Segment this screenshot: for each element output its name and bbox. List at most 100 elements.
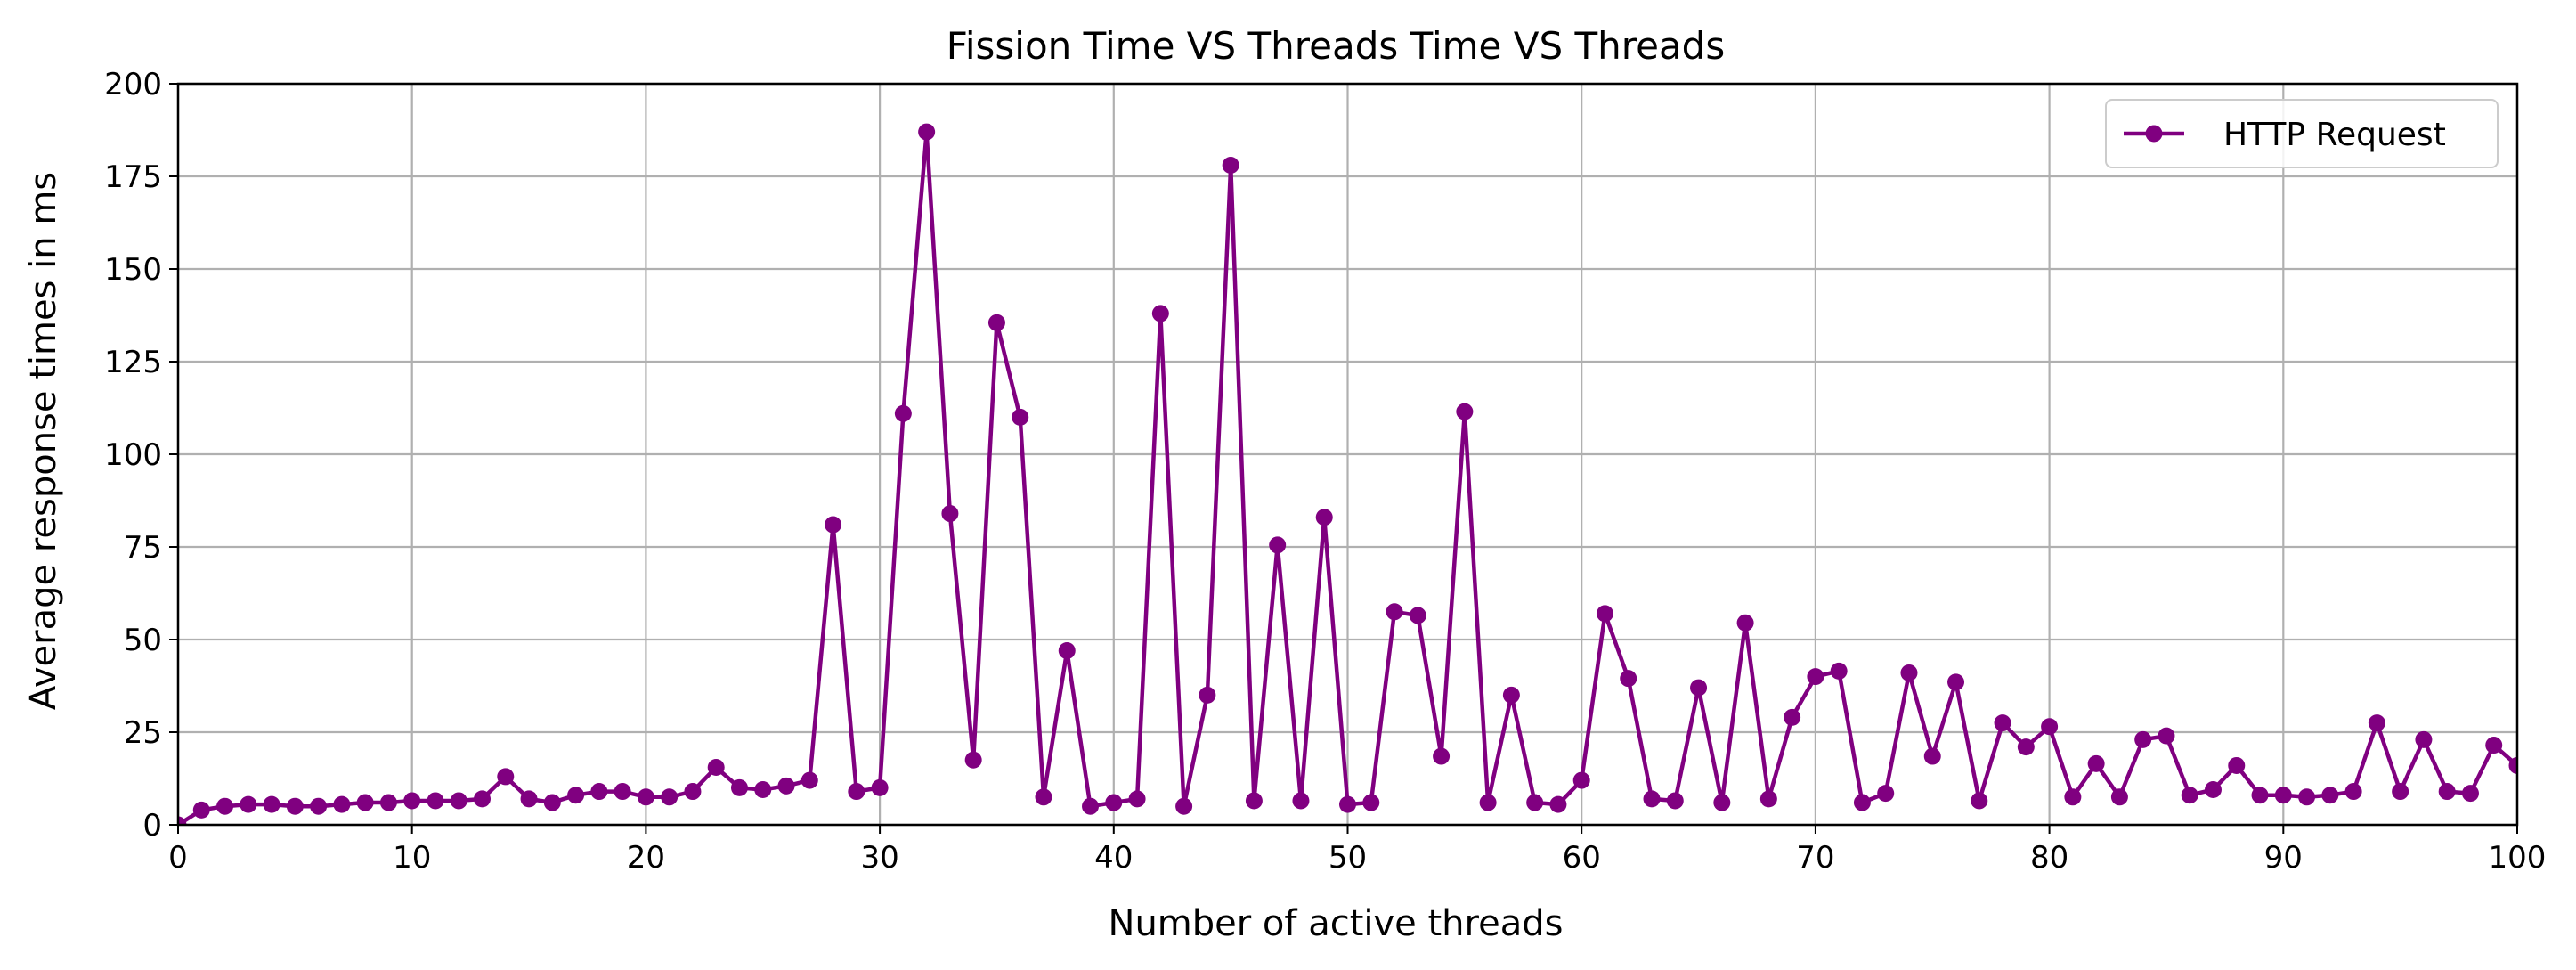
data-point [590,783,608,801]
data-point [1549,795,1567,813]
data-point [707,759,725,777]
data-point [637,788,654,806]
data-point [2064,788,2082,806]
data-point [216,797,234,815]
data-point [1526,794,1544,811]
data-point [2274,787,2292,804]
data-point [1596,605,1613,623]
data-point [2087,754,2105,772]
data-point [2321,787,2339,804]
series-http-request [178,123,2517,825]
data-point [1572,771,1590,789]
data-point [543,794,561,811]
data-point [1736,614,1754,632]
y-axis: 0 25 50 75 100 125 150 175 200 [104,67,178,844]
data-point [1947,673,1965,691]
data-point [1175,797,1193,815]
x-tick-label: 90 [2264,840,2303,876]
data-point [2181,787,2198,804]
data-point [450,792,467,810]
data-point [2110,788,2128,806]
data-point [2298,788,2316,806]
data-point [2344,783,2362,801]
x-axis-label: Number of active threads [1109,903,1564,944]
y-tick-label: 25 [124,715,162,751]
data-point [2041,718,2059,736]
data-point [520,790,538,808]
data-point [2415,730,2433,748]
data-point [825,516,842,534]
data-point [1035,788,1052,806]
data-point [1830,662,1848,680]
y-tick-label: 50 [124,623,162,658]
data-point [1058,641,1076,659]
data-point [379,794,397,811]
x-axis: 0 10 20 30 40 50 60 70 80 90 100 [168,825,2546,876]
data-point [800,771,818,789]
data-point [1151,305,1169,322]
data-point [2508,756,2517,774]
data-point [894,404,912,422]
data-point [1315,509,1333,526]
data-point [2485,737,2503,754]
y-tick-label: 75 [124,530,162,566]
data-point [497,768,515,786]
data-point [403,792,421,810]
data-point [1853,794,1871,811]
data-point [1105,794,1123,811]
x-tick-label: 70 [1796,840,1834,876]
y-tick-label: 200 [104,67,162,102]
data-point [777,777,795,795]
data-point [1409,607,1426,624]
data-point [1971,792,1988,810]
data-point [474,790,492,808]
data-point [871,778,889,796]
data-point [1128,790,1146,808]
data-point [2134,730,2152,748]
data-point [661,788,679,806]
y-axis-label: Average response times in ms [23,172,64,710]
data-point [2204,780,2222,798]
data-point [286,797,304,815]
chart-title: Fission Time VS Threads Time VS Threads [947,24,1725,68]
data-point [1643,790,1661,808]
data-point [2158,727,2175,745]
x-tick-label: 100 [2489,840,2547,876]
data-point [2251,787,2269,804]
data-point [567,787,585,804]
data-point [987,314,1005,331]
data-point [848,783,865,801]
y-tick-label: 150 [104,252,162,288]
data-point [333,795,351,813]
data-point [1199,686,1216,704]
data-point [918,123,936,141]
data-point [192,801,210,819]
data-point [1666,792,1684,810]
data-point [2438,783,2456,801]
x-tick-label: 60 [1563,840,1601,876]
data-point [1082,797,1100,815]
data-point [1620,670,1637,688]
data-point [1900,664,1918,681]
y-tick-label: 175 [104,159,162,195]
data-point [1923,747,1941,765]
data-point [614,783,631,801]
data-point [2368,714,2385,732]
legend: HTTP Request [2105,99,2499,168]
data-point [2017,738,2035,756]
series-layer [178,123,2517,825]
data-point [964,751,982,769]
legend-box [2105,99,2499,168]
x-tick-label: 0 [168,840,188,876]
data-point [2461,785,2479,803]
data-point [1479,794,1497,811]
data-point [1713,794,1731,811]
x-tick-label: 50 [1329,840,1367,876]
x-tick-label: 10 [393,840,431,876]
data-point [1269,536,1287,554]
data-point [1362,794,1380,811]
data-point [684,783,702,801]
data-point [730,778,748,796]
legend-entry-label: HTTP Request [2223,117,2446,153]
y-tick-label: 100 [104,437,162,473]
